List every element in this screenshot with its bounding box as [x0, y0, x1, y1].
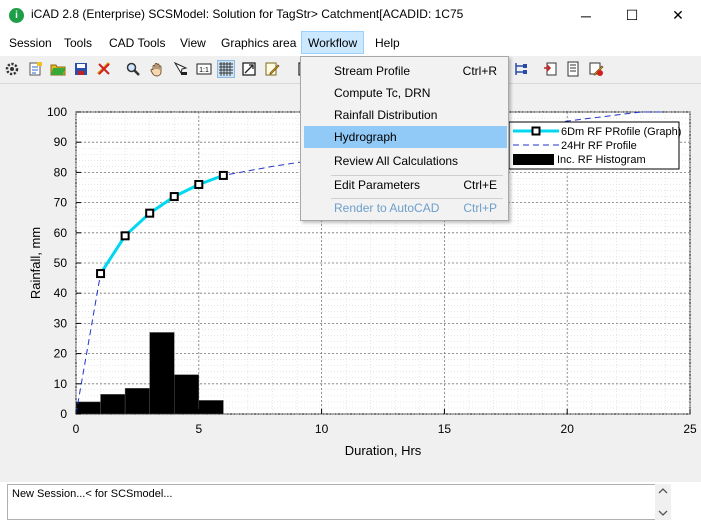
- y-tick-label: 60: [54, 226, 68, 240]
- menu-bar: Session Tools CAD Tools View Graphics ar…: [0, 31, 701, 56]
- menu-item-hydrograph[interactable]: Hydrograph: [304, 126, 507, 148]
- series-point-6dm-graph: [120, 231, 130, 241]
- series-point-6dm-graph: [96, 269, 106, 279]
- report-document-icon[interactable]: [564, 60, 582, 78]
- y-tick-label: 0: [60, 407, 67, 421]
- legend-label-graph: 6Dm RF PRofile (Graph): [561, 126, 681, 138]
- grid-toggle-icon[interactable]: [217, 60, 235, 78]
- menu-item-stream-profile[interactable]: Stream Profile Ctrl+R: [304, 60, 507, 82]
- menu-cad-tools[interactable]: CAD Tools: [109, 36, 166, 50]
- y-tick-label: 40: [54, 286, 68, 300]
- legend-label-profile: 24Hr RF Profile: [561, 140, 637, 152]
- menu-item-edit-parameters[interactable]: Edit Parameters Ctrl+E: [304, 174, 507, 196]
- window-title: iCAD 2.8 (Enterprise) SCSModel: Solution…: [31, 7, 464, 21]
- histogram-bar: [149, 332, 175, 415]
- menu-workflow[interactable]: Workflow: [301, 31, 365, 54]
- menu-help[interactable]: Help: [375, 36, 400, 50]
- menu-item-review-all-calculations[interactable]: Review All Calculations: [304, 150, 507, 172]
- x-tick-label: 15: [438, 422, 452, 436]
- menu-item-shortcut: Ctrl+P: [463, 201, 497, 215]
- open-folder-icon[interactable]: [49, 60, 67, 78]
- series-point-6dm-graph: [194, 179, 204, 189]
- y-axis-label: Rainfall, mm: [28, 227, 43, 299]
- delete-tools-icon[interactable]: [95, 60, 113, 78]
- menu-item-render-to-autocad[interactable]: Render to AutoCAD Ctrl+P: [304, 197, 507, 219]
- histogram-bar: [100, 394, 126, 415]
- menu-item-label: Edit Parameters: [334, 178, 421, 192]
- zoom-icon[interactable]: [124, 60, 142, 78]
- menu-item-label: Compute Tc, DRN: [334, 86, 431, 100]
- y-tick-label: 70: [54, 196, 68, 210]
- x-tick-label: 25: [683, 422, 697, 436]
- title-bar: i iCAD 2.8 (Enterprise) SCSModel: Soluti…: [0, 0, 701, 31]
- status-pane[interactable]: New Session...< for SCSmodel...: [7, 484, 671, 520]
- fit-extents-icon[interactable]: [240, 60, 258, 78]
- y-tick-label: 10: [54, 377, 68, 391]
- axis-ticks: 0 5 10 15 20 25 0 10 20 30 40 50 60 70 80 90 100: [47, 105, 697, 436]
- export-settings-icon[interactable]: [541, 60, 559, 78]
- edit-notes-icon[interactable]: [263, 60, 281, 78]
- menu-tools[interactable]: Tools: [64, 36, 93, 50]
- x-axis-label: Duration, Hrs: [345, 443, 422, 458]
- histogram-bar: [75, 401, 101, 415]
- menu-separator: [331, 175, 503, 176]
- menu-item-shortcut: Ctrl+E: [463, 178, 497, 192]
- pick-point-icon[interactable]: [171, 60, 189, 78]
- y-tick-label: 20: [54, 347, 68, 361]
- y-tick-label: 50: [54, 256, 68, 270]
- x-tick-label: 20: [561, 422, 575, 436]
- menu-graphics-area[interactable]: Graphics area: [221, 36, 297, 50]
- minor-grid: [75, 111, 691, 415]
- y-tick-label: 90: [54, 135, 68, 149]
- scale-1to1-icon[interactable]: 1:1: [195, 60, 213, 78]
- pan-hand-icon[interactable]: [148, 60, 166, 78]
- series-point-6dm-graph: [218, 170, 228, 180]
- menu-item-rainfall-distribution[interactable]: Rainfall Distribution: [304, 104, 507, 126]
- y-tick-label: 80: [54, 165, 68, 179]
- menu-session[interactable]: Session: [9, 36, 52, 50]
- maximize-button[interactable]: ☐: [625, 7, 639, 23]
- menu-item-shortcut: Ctrl+R: [462, 64, 497, 78]
- histogram-bar: [124, 388, 150, 415]
- save-disk-icon[interactable]: [72, 60, 90, 78]
- series-point-6dm-graph: [169, 192, 179, 202]
- settings-gear-icon[interactable]: [3, 60, 21, 78]
- histogram-bar: [173, 374, 200, 415]
- workflow-dropdown-menu: Stream Profile Ctrl+R Compute Tc, DRN Ra…: [300, 56, 509, 221]
- menu-item-label: Hydrograph: [334, 130, 397, 144]
- histogram-bars: [75, 332, 224, 415]
- menu-item-label: Render to AutoCAD: [334, 201, 440, 215]
- menu-view[interactable]: View: [180, 36, 206, 50]
- minimize-button[interactable]: ─: [581, 7, 591, 24]
- menu-item-label: Rainfall Distribution: [334, 108, 438, 122]
- legend-label-histogram: Inc. RF Histogram: [557, 154, 646, 166]
- x-tick-label: 10: [315, 422, 329, 436]
- status-text: New Session...< for SCSmodel...: [12, 488, 173, 500]
- x-tick-label: 5: [195, 422, 202, 436]
- y-tick-label: 100: [47, 105, 67, 119]
- status-scrollbar[interactable]: [655, 484, 671, 520]
- menu-item-label: Stream Profile: [334, 64, 411, 78]
- menu-separator: [331, 198, 503, 199]
- x-tick-label: 0: [73, 422, 80, 436]
- series-point-6dm-graph: [145, 208, 155, 218]
- network-tree-icon[interactable]: [512, 60, 530, 78]
- legend-swatch-histogram: [513, 154, 554, 165]
- histogram-bar: [198, 400, 224, 415]
- chart-legend: 6Dm RF PRofile (Graph) 24Hr RF Profile I…: [508, 121, 681, 170]
- svg-text:1:1: 1:1: [199, 67, 209, 74]
- audit-edit-icon[interactable]: [587, 60, 605, 78]
- app-logo-icon: i: [9, 8, 24, 23]
- new-document-icon[interactable]: [26, 60, 44, 78]
- menu-item-label: Review All Calculations: [334, 154, 459, 168]
- legend-marker-graph: [531, 126, 541, 136]
- close-button[interactable]: ✕: [672, 7, 684, 23]
- menu-item-compute-tc-drn[interactable]: Compute Tc, DRN: [304, 82, 507, 104]
- y-tick-label: 30: [54, 316, 68, 330]
